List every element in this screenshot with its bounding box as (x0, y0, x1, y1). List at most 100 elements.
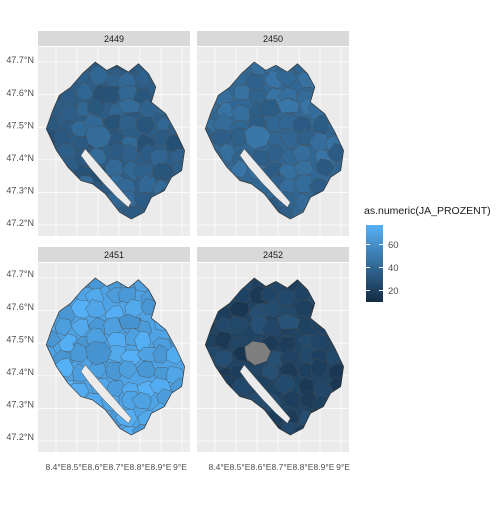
y-tick-label: 47.3°N (6, 400, 34, 410)
facet-panel-1: 2449 (38, 31, 190, 236)
x-tick-label: 8.9°E (314, 462, 335, 472)
y-tick-label: 47.2°N (6, 218, 34, 228)
facet-strip-label: 2449 (104, 34, 124, 44)
city-district (244, 124, 271, 150)
lake-zurich (239, 364, 291, 424)
city-district (244, 340, 271, 366)
y-tick-label: 47.2°N (6, 432, 34, 442)
canton-outline (204, 61, 344, 220)
municipality (118, 114, 140, 131)
y-tick-label: 47.5°N (6, 120, 34, 130)
city-district (85, 124, 112, 150)
legend-title: as.numeric(JA_PROZENT) (364, 205, 491, 217)
facet-strip (38, 31, 190, 46)
municipality (118, 97, 141, 114)
municipality (70, 299, 93, 319)
x-tick-label: 9°E (173, 462, 187, 472)
y-tick-label: 47.6°N (6, 88, 34, 98)
facet-strip (38, 247, 190, 262)
municipality (310, 358, 328, 379)
legend-tick-label: 40 (388, 263, 399, 274)
legend-ticks: 20 40 60 (366, 240, 399, 297)
y-tick-label: 47.5°N (6, 334, 34, 344)
x-tick-label: 8.7°E (272, 462, 293, 472)
x-tick-label: 8.7°E (109, 462, 130, 472)
municipality (279, 128, 300, 150)
municipality (328, 363, 344, 382)
x-tick-label: 8.5°E (67, 462, 88, 472)
x-tick-label: 8.8°E (130, 462, 151, 472)
municipality (294, 299, 313, 317)
legend-tick-label: 60 (388, 240, 399, 251)
municipality (131, 392, 152, 410)
lake-zurich (239, 148, 291, 208)
legend-tick-label: 20 (388, 286, 399, 297)
municipality (136, 360, 158, 379)
canton-outline (45, 61, 185, 220)
municipality (54, 317, 73, 337)
municipality (118, 313, 141, 330)
colorbar-legend: as.numeric(JA_PROZENT) 20 40 60 (364, 205, 491, 302)
municipality (87, 97, 106, 116)
municipality (152, 163, 175, 181)
municipality (118, 360, 139, 380)
facet-strip-label: 2450 (263, 34, 283, 44)
y-tick-label: 47.7°N (6, 55, 34, 65)
municipality (152, 344, 171, 364)
municipality (136, 116, 155, 134)
municipality (275, 69, 297, 88)
municipality (309, 332, 329, 351)
y-tick-label: 47.3°N (6, 186, 34, 196)
facet-strip-label: 2452 (263, 250, 283, 260)
x-tick-label: 8.6°E (88, 462, 109, 472)
facet-strip-label: 2451 (104, 250, 124, 260)
city-district (85, 340, 112, 366)
y-tick-label: 47.4°N (6, 367, 34, 377)
y-tick-label: 47.4°N (6, 153, 34, 163)
facet-panel-2: 2450 (197, 31, 349, 236)
x-axis-col-2: 8.4°E 8.5°E 8.6°E 8.7°E 8.8°E 8.9°E 9°E (209, 462, 351, 472)
canton-outline (45, 277, 185, 436)
y-axis-row-2: 47.7°N 47.6°N 47.5°N 47.4°N 47.3°N 47.2°… (6, 269, 34, 442)
municipality (277, 97, 300, 114)
municipality (281, 391, 303, 410)
canton-outline (204, 277, 344, 436)
x-tick-label: 9°E (336, 462, 350, 472)
x-tick-label: 8.4°E (209, 462, 230, 472)
facet-strip (197, 31, 349, 46)
x-tick-label: 8.6°E (251, 462, 272, 472)
municipality (69, 342, 90, 363)
municipality (228, 315, 250, 334)
municipality (261, 364, 280, 381)
y-tick-label: 47.6°N (6, 302, 34, 312)
municipality (75, 81, 94, 102)
municipality (277, 313, 300, 330)
x-tick-label: 8.4°E (46, 462, 67, 472)
y-tick-label: 47.7°N (6, 269, 34, 279)
x-tick-label: 8.9°E (151, 462, 172, 472)
municipality (233, 84, 251, 100)
municipality (230, 159, 249, 178)
facet-panel-3: 2451 (38, 247, 190, 452)
x-axis-col-1: 8.4°E 8.5°E 8.6°E 8.7°E 8.8°E 8.9°E 9°E (46, 462, 188, 472)
municipality (151, 129, 172, 148)
municipality (315, 158, 336, 177)
x-tick-label: 8.5°E (230, 462, 251, 472)
legend-colorbar (366, 225, 383, 302)
municipality (100, 85, 120, 104)
municipality (213, 330, 233, 350)
municipality (293, 174, 314, 194)
y-axis-row-1: 47.7°N 47.6°N 47.5°N 47.4°N 47.3°N 47.2°… (6, 55, 34, 228)
facet-panels: 2449 2450 2451 2452 (38, 31, 349, 452)
municipality (138, 174, 157, 193)
x-tick-label: 8.8°E (293, 462, 314, 472)
lake-zurich (80, 364, 132, 424)
lake-zurich (80, 148, 132, 208)
municipality (266, 143, 285, 163)
municipality (213, 350, 233, 368)
municipality (85, 299, 107, 318)
municipality (261, 299, 284, 318)
facet-panel-4: 2452 (197, 247, 349, 452)
facet-strip (197, 247, 349, 262)
